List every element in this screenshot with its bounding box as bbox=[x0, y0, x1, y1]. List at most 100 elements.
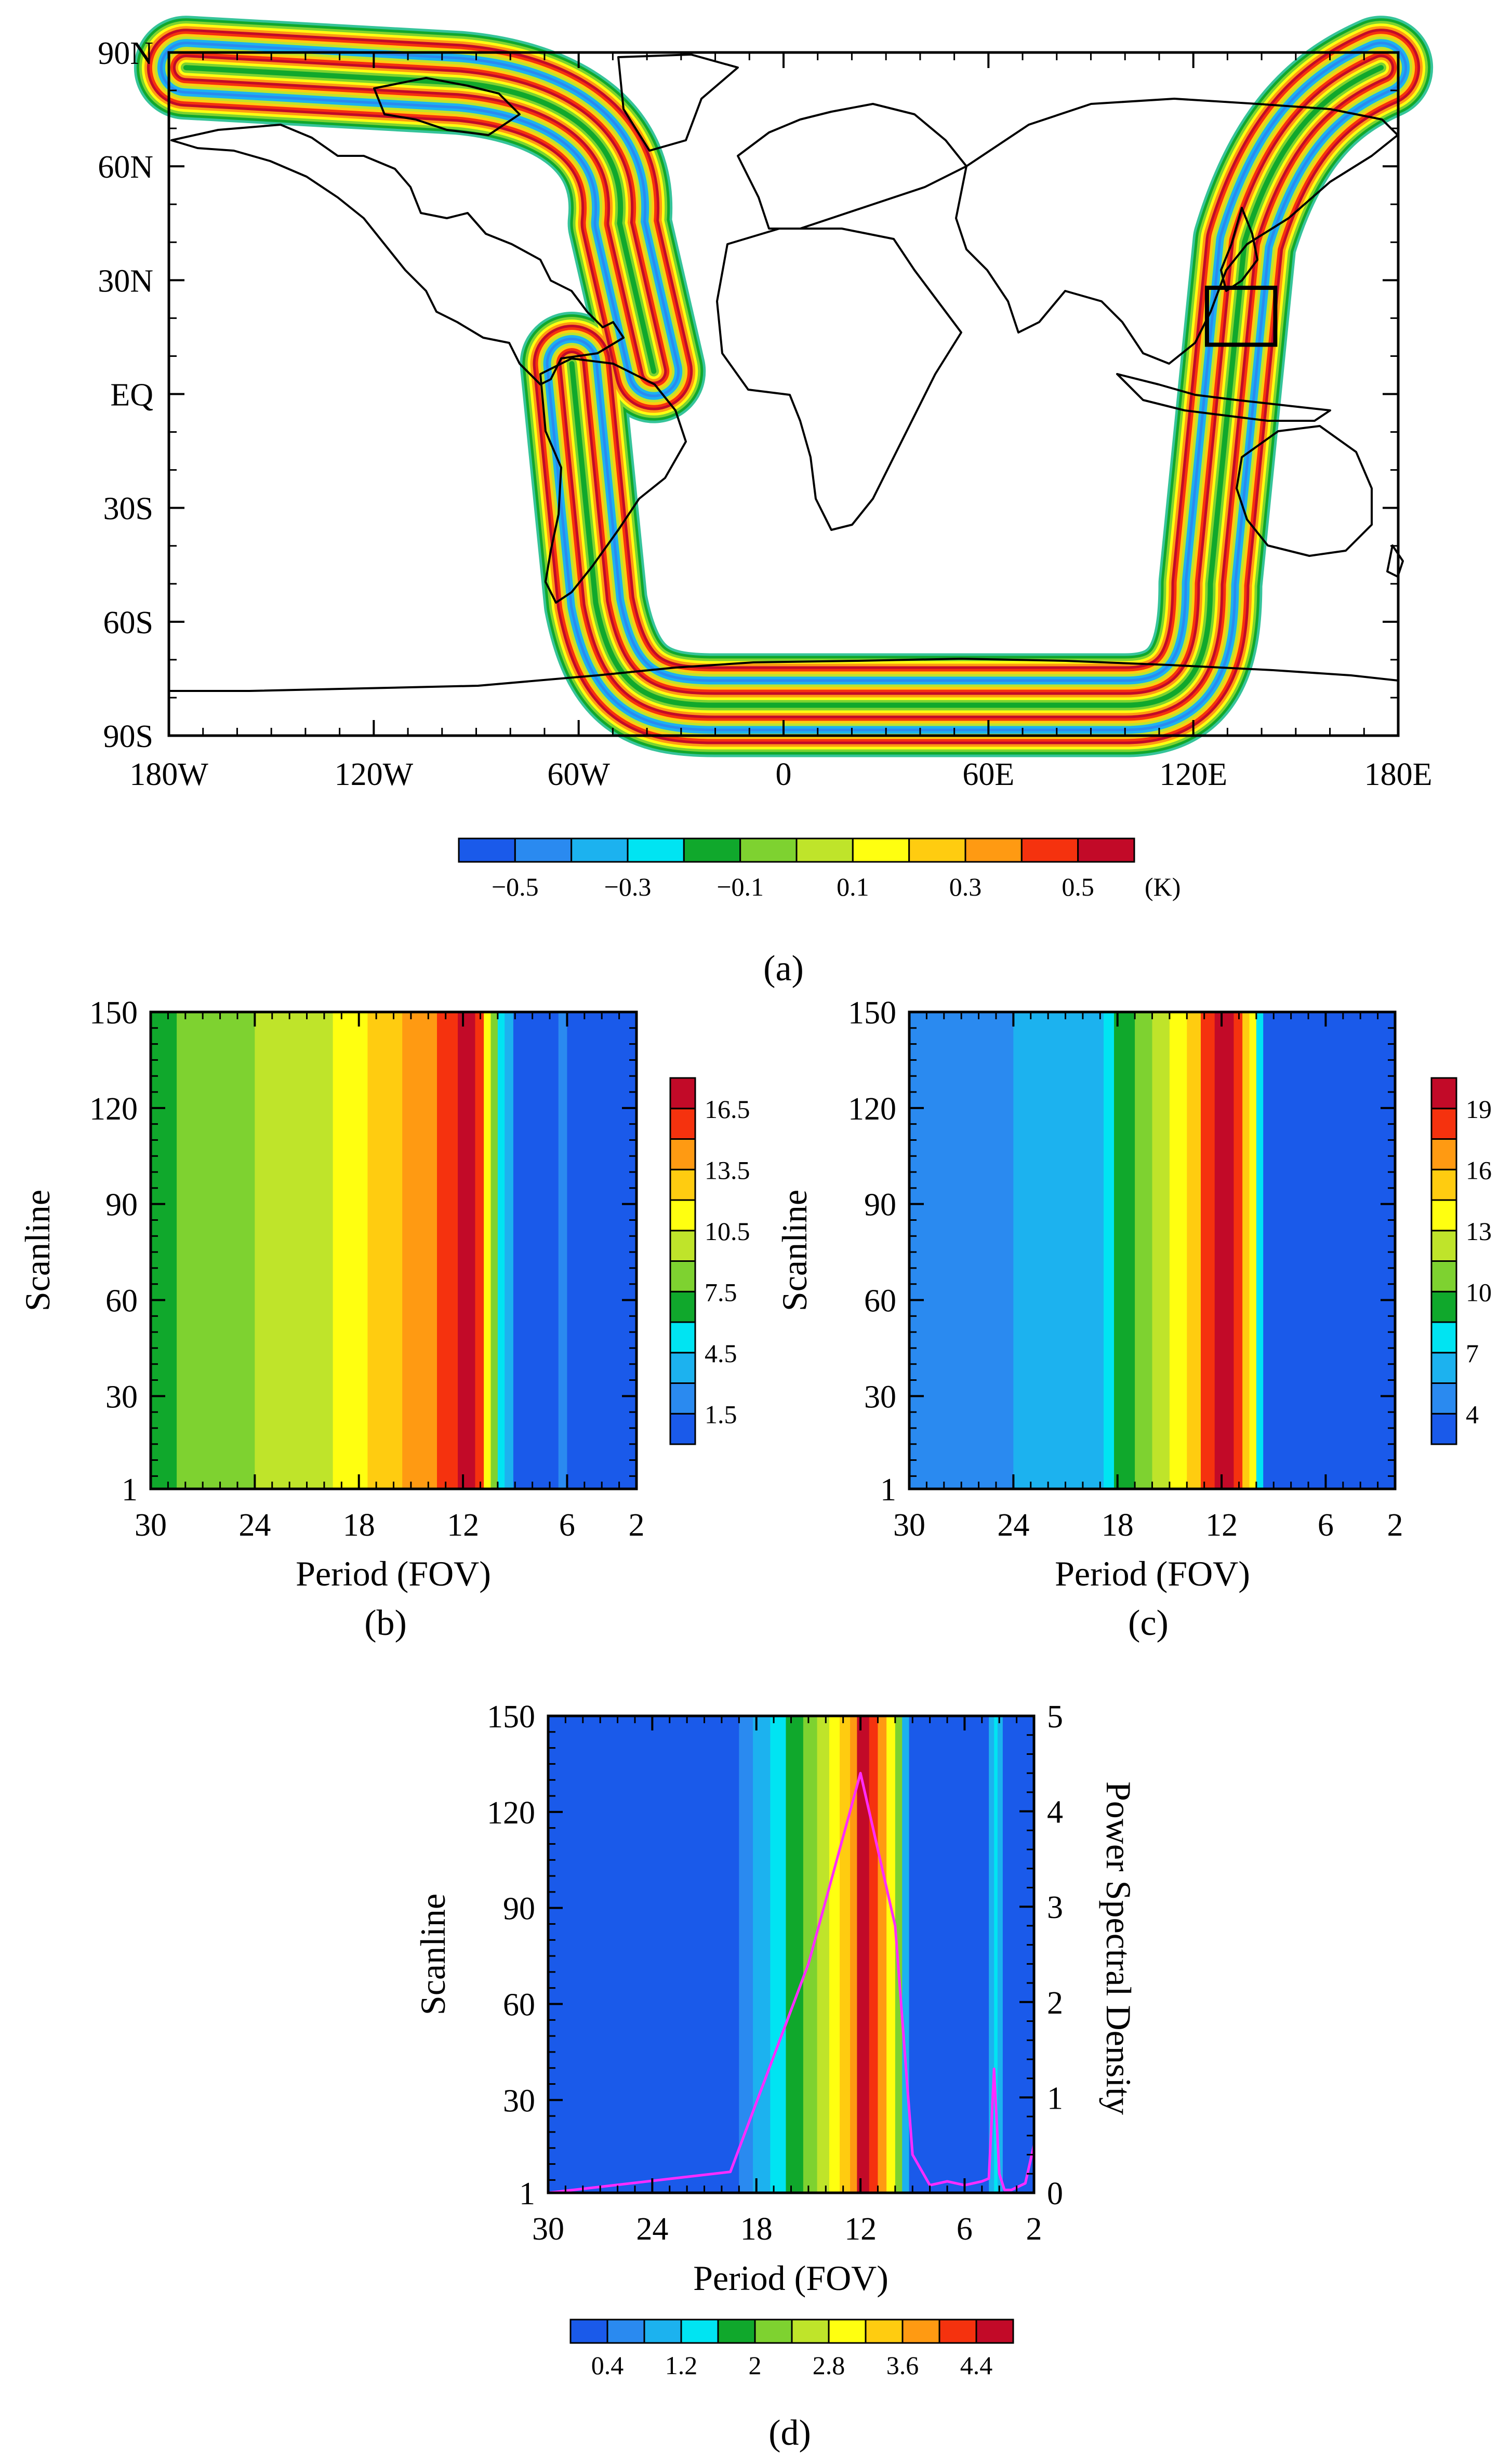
heatmap-column bbox=[1002, 1716, 1034, 2193]
y2-tick-label: 5 bbox=[1047, 1699, 1063, 1735]
y-tick-label: 60 bbox=[864, 1283, 896, 1318]
heatmap-c-xlabel: Period (FOV) bbox=[1055, 1554, 1250, 1593]
colorbar-label: 10 bbox=[1466, 1277, 1492, 1307]
x-tick-label: 180W bbox=[129, 757, 208, 792]
australia-outline bbox=[1236, 425, 1373, 557]
colorbar-label: 4 bbox=[1466, 1400, 1479, 1429]
y-tick-label: 60 bbox=[105, 1283, 138, 1318]
heatmap-column bbox=[994, 1716, 998, 2193]
heatmap-column bbox=[878, 1716, 887, 2193]
y2-tick-label: 0 bbox=[1047, 2176, 1063, 2212]
colorbar-swatch bbox=[1020, 837, 1079, 863]
colorbar-swatch bbox=[1077, 837, 1135, 863]
colorbar-swatch bbox=[908, 837, 966, 863]
heatmap-column bbox=[909, 1716, 990, 2193]
south-america-outline bbox=[539, 357, 687, 604]
colorbar-label: 2 bbox=[749, 2351, 762, 2380]
colorbar-swatch bbox=[669, 1382, 696, 1415]
colorbar-label: 2.8 bbox=[813, 2351, 845, 2380]
panel-label-c: (c) bbox=[1128, 1603, 1169, 1643]
heatmap-column bbox=[989, 1716, 995, 2193]
y-tick-label: 60N bbox=[98, 150, 153, 185]
x-tick-label: 120W bbox=[335, 757, 414, 792]
x-tick-label: 12 bbox=[844, 2212, 877, 2247]
colorbar-label: −0.5 bbox=[492, 872, 539, 901]
y-tick-label: EQ bbox=[110, 378, 153, 413]
colorbar-swatch bbox=[964, 837, 1023, 863]
y-tick-label: 60S bbox=[103, 605, 153, 641]
orbit-swath bbox=[134, 16, 1434, 757]
colorbar-swatch bbox=[669, 1108, 696, 1140]
heatmap-column bbox=[1234, 1012, 1243, 1489]
panel-label-d: (d) bbox=[768, 2413, 811, 2453]
heatmap-column bbox=[1169, 1012, 1188, 1489]
colorbar-swatch bbox=[571, 837, 629, 863]
heatmap-column bbox=[840, 1716, 851, 2193]
colorbar-swatch bbox=[1430, 1260, 1457, 1293]
y-tick-label: 30 bbox=[105, 1379, 138, 1415]
heatmap-column bbox=[1263, 1012, 1396, 1489]
heatmap-b-ylabel: Scanline bbox=[18, 1190, 57, 1311]
colorbar-swatch bbox=[1430, 1352, 1457, 1384]
colorbar-swatch bbox=[975, 2319, 1014, 2344]
x-tick-label: 18 bbox=[1102, 1508, 1134, 1543]
heatmap-column bbox=[1152, 1012, 1170, 1489]
colorbar-swatch bbox=[1430, 1077, 1457, 1110]
heatmap-column bbox=[497, 1012, 506, 1489]
heatmap-column bbox=[177, 1012, 256, 1489]
x-tick-label: 12 bbox=[1205, 1508, 1238, 1543]
colorbar-label: 10.5 bbox=[705, 1217, 750, 1246]
heatmap-column bbox=[895, 1716, 903, 2193]
colorbar-label: −0.3 bbox=[604, 872, 652, 901]
colorbar-label: 1.5 bbox=[705, 1400, 737, 1429]
x-tick-label: 180E bbox=[1364, 757, 1433, 792]
heatmap-b-x-axis: 30 24 18 12 6 2 bbox=[135, 1012, 645, 1543]
colorbar-unit: (K) bbox=[1145, 872, 1181, 901]
y-tick-label: 120 bbox=[89, 1091, 138, 1127]
x-tick-label: 60W bbox=[547, 757, 610, 792]
colorbar-swatch bbox=[669, 1138, 696, 1170]
y-tick-label: 150 bbox=[848, 995, 896, 1031]
y-tick-label: 30 bbox=[864, 1379, 896, 1415]
colorbar-swatch bbox=[1430, 1321, 1457, 1354]
y-tick-label: 90 bbox=[105, 1188, 138, 1223]
colorbar-swatch bbox=[1430, 1382, 1457, 1415]
colorbar-swatch bbox=[1430, 1138, 1457, 1170]
colorbar-swatch bbox=[669, 1230, 696, 1262]
heatmap-c-x-axis: 30 24 18 12 6 2 bbox=[893, 1012, 1403, 1543]
heatmap-column bbox=[1242, 1012, 1250, 1489]
x-tick-label: 2 bbox=[1387, 1508, 1403, 1543]
colorbar-swatch bbox=[795, 837, 854, 863]
north-america-outline bbox=[170, 124, 625, 385]
heatmap-column bbox=[151, 1012, 178, 1489]
colorbar-swatch bbox=[458, 837, 516, 863]
heatmap-d-right-axis: 0 1 2 3 4 5 bbox=[1019, 1699, 1063, 2212]
heatmap-column bbox=[513, 1012, 559, 1489]
y-tick-label: 1 bbox=[519, 2176, 535, 2212]
colorbar-swatch bbox=[627, 837, 685, 863]
heatmap-d-xlabel: Period (FOV) bbox=[693, 2258, 888, 2298]
map-x-axis: 180W 120W 60W 0 60E 120E 180E bbox=[129, 52, 1432, 792]
heatmap-column bbox=[458, 1012, 476, 1489]
y-tick-label: 90 bbox=[864, 1188, 896, 1223]
heatmap-column bbox=[475, 1012, 485, 1489]
x-tick-label: 120E bbox=[1159, 757, 1227, 792]
heatmap-column bbox=[436, 1012, 459, 1489]
heatmap-column bbox=[829, 1716, 840, 2193]
y-tick-label: 30S bbox=[103, 491, 153, 527]
heatmap-column bbox=[1135, 1012, 1153, 1489]
heatmap-c-columns bbox=[909, 1012, 1396, 1489]
heatmap-column bbox=[1249, 1012, 1257, 1489]
y-tick-label: 1 bbox=[880, 1472, 896, 1508]
colorbar-swatch bbox=[1430, 1413, 1457, 1445]
y-tick-label: 30N bbox=[98, 263, 153, 299]
heatmap-b-xlabel: Period (FOV) bbox=[296, 1554, 491, 1593]
panel-label-b: (b) bbox=[364, 1603, 407, 1643]
x-tick-label: 2 bbox=[1026, 2212, 1042, 2247]
heatmap-column bbox=[1214, 1012, 1235, 1489]
y-tick-label: 90N bbox=[98, 36, 153, 71]
x-tick-label: 24 bbox=[238, 1508, 271, 1543]
colorbar-swatch bbox=[569, 2319, 608, 2344]
